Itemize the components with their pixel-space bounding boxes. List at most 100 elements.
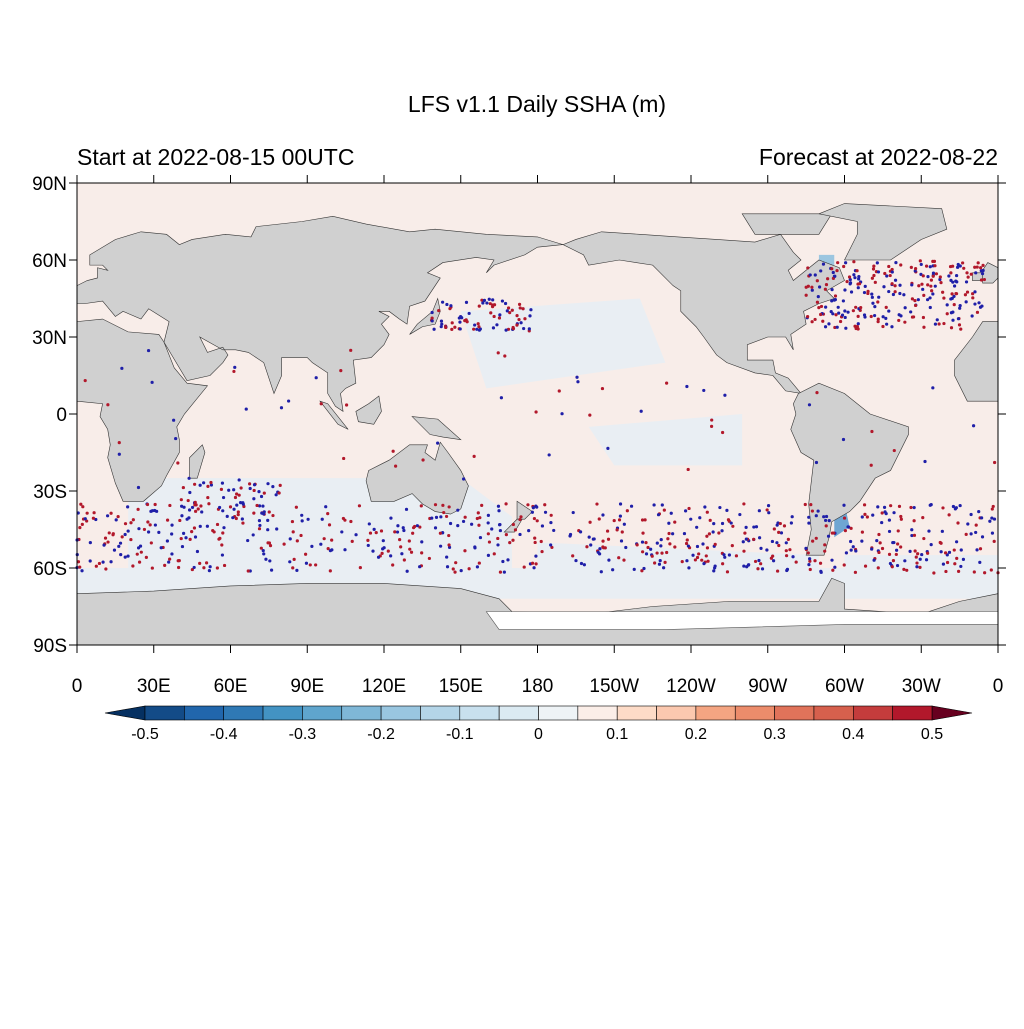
drifter-dot [367, 522, 371, 526]
drifter-dot [641, 531, 645, 535]
drifter-dot [386, 549, 390, 553]
drifter-dot [875, 539, 879, 543]
drifter-dot [478, 535, 483, 540]
drifter-dot [919, 262, 923, 267]
drifter-dot [400, 552, 404, 556]
drifter-dot [971, 296, 975, 300]
drifter-dot [146, 520, 150, 524]
drifter-dot [931, 292, 935, 296]
drifter-dot [261, 549, 265, 553]
drifter-dot [993, 460, 997, 465]
drifter-dot [330, 538, 334, 542]
drifter-dot [766, 504, 771, 508]
drifter-dot [819, 304, 824, 309]
drifter-dot [882, 505, 887, 509]
drifter-dot [186, 498, 190, 503]
drifter-dot [980, 516, 984, 520]
drifter-dot [588, 413, 592, 417]
drifter-dot [723, 393, 727, 397]
subtitle-left: Start at 2022-08-15 00UTC [77, 144, 354, 170]
drifter-dot [891, 540, 895, 545]
drifter-dot [107, 531, 111, 535]
drifter-dot [880, 546, 885, 551]
drifter-dot [470, 522, 474, 526]
drifter-dot [944, 569, 948, 574]
drifter-dot [837, 311, 841, 315]
drifter-dot [266, 541, 270, 545]
drifter-dot [418, 565, 422, 569]
drifter-dot [853, 324, 857, 328]
drifter-dot [666, 537, 670, 541]
drifter-dot [830, 288, 834, 292]
colorbar-label: 0.3 [763, 726, 785, 743]
drifter-dot [698, 516, 702, 520]
drifter-dot [935, 318, 939, 322]
drifter-dot [847, 525, 851, 529]
drifter-dot [939, 550, 943, 554]
drifter-dot [221, 509, 225, 513]
drifter-dot [833, 274, 837, 278]
drifter-dot [663, 560, 667, 564]
drifter-dot [942, 296, 946, 300]
drifter-dot [339, 369, 343, 373]
drifter-dot [288, 560, 292, 564]
drifter-dot [274, 493, 278, 497]
drifter-dot [784, 549, 788, 553]
drifter-dot [486, 553, 491, 558]
drifter-dot [463, 318, 467, 323]
drifter-dot [204, 561, 209, 565]
drifter-dot [185, 517, 189, 521]
drifter-dot [639, 409, 643, 413]
drifter-dot [486, 532, 490, 536]
drifter-dot [782, 524, 787, 528]
drifter-dot [691, 553, 695, 557]
drifter-dot [518, 517, 522, 522]
drifter-dot [445, 565, 450, 569]
drifter-dot [118, 541, 123, 545]
drifter-dot [939, 281, 943, 285]
drifter-dot [876, 505, 880, 509]
drifter-dot [266, 482, 270, 486]
drifter-dot [601, 513, 605, 517]
drifter-dot [187, 476, 191, 480]
drifter-dot [870, 429, 874, 434]
drifter-dot [129, 521, 133, 525]
drifter-dot [873, 280, 877, 284]
drifter-dot [476, 322, 480, 326]
drifter-dot [350, 539, 354, 543]
drifter-dot [966, 275, 970, 279]
drifter-dot [324, 505, 328, 509]
drifter-dot [453, 325, 457, 329]
colorbar-box [262, 705, 303, 721]
drifter-dot [845, 279, 849, 284]
drifter-dot [225, 514, 229, 518]
drifter-dot [106, 403, 110, 407]
drifter-dot [876, 317, 880, 321]
drifter-dot [856, 286, 860, 290]
drifter-dot [899, 545, 903, 549]
drifter-dot [374, 531, 378, 535]
drifter-dot [615, 528, 619, 532]
drifter-dot [619, 539, 624, 543]
drifter-dot [521, 307, 525, 311]
drifter-dot [915, 561, 919, 565]
drifter-dot [779, 531, 784, 535]
lon-tick-label: 0 [993, 676, 1004, 697]
drifter-dot [237, 478, 241, 482]
drifter-dot [870, 547, 874, 551]
drifter-dot [540, 524, 545, 528]
drifter-dot [869, 463, 873, 467]
drifter-dot [504, 533, 508, 537]
drifter-dot [288, 537, 292, 541]
drifter-dot [644, 552, 649, 556]
drifter-dot [371, 549, 375, 553]
drifter-dot [685, 538, 689, 542]
drifter-dot [808, 273, 812, 277]
drifter-dot [497, 509, 501, 513]
drifter-dot [896, 529, 900, 533]
drifter-dot [319, 542, 323, 546]
drifter-dot [916, 298, 920, 302]
drifter-dot [844, 261, 848, 265]
drifter-dot [640, 540, 645, 544]
drifter-dot [552, 528, 556, 533]
